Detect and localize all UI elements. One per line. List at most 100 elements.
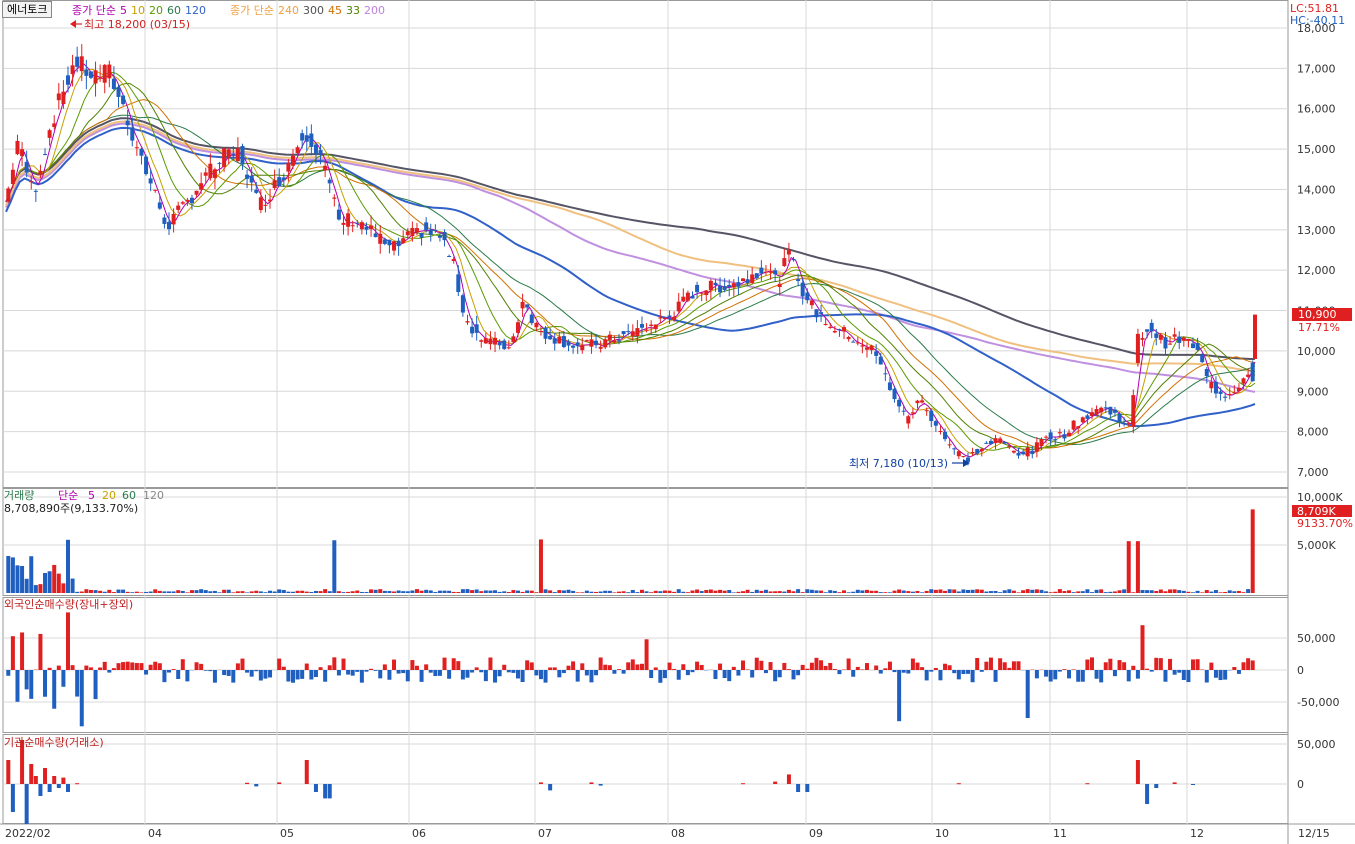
candle-body	[832, 331, 837, 333]
candle-body	[1044, 436, 1049, 438]
foreign-net-bar	[1246, 658, 1251, 670]
candle-body	[309, 133, 314, 147]
foreign-net-bar	[382, 664, 387, 670]
volume-bar	[984, 591, 989, 593]
candle-body	[575, 342, 580, 347]
volume-bar	[479, 591, 484, 593]
foreign-net-bar	[1168, 658, 1173, 670]
candle-body	[1145, 329, 1150, 332]
foreign-net-bar	[809, 662, 814, 670]
volume-bar	[580, 592, 585, 593]
candle-body	[745, 279, 750, 284]
volume-bar	[497, 591, 502, 593]
volume-bar	[1030, 589, 1035, 593]
volume-bar	[1154, 590, 1159, 593]
foreign-net-bar	[61, 670, 66, 687]
foreign-net-bar	[1122, 662, 1127, 670]
candle-body	[1149, 322, 1154, 332]
foreign-net-bar	[1108, 658, 1113, 670]
ma-45-line	[5, 99, 1256, 449]
volume-bar	[268, 590, 273, 593]
volume-bar	[277, 589, 282, 593]
volume-legend-p120: 120	[143, 489, 164, 502]
foreign-net-bar	[938, 670, 943, 681]
volume-bar	[1163, 591, 1168, 593]
candle-body	[1103, 407, 1108, 409]
volume-bar	[6, 556, 11, 593]
foreign-net-bar	[662, 670, 667, 679]
price-tick-label: 18,000	[1297, 22, 1336, 35]
volume-bar	[943, 590, 948, 593]
foreign-net-bar	[88, 667, 93, 670]
stock-name-button[interactable]: 에너토크	[2, 1, 53, 18]
foreign-net-bar	[630, 659, 635, 670]
volume-current-label: 8,709K	[1297, 505, 1336, 518]
foreign-net-bar	[1154, 657, 1159, 670]
volume-bar	[199, 589, 204, 593]
volume-bar	[823, 592, 828, 593]
foreign-net-bar	[203, 670, 208, 671]
candle-body	[1007, 446, 1012, 448]
foreign-tick-label: 50,000	[1297, 632, 1336, 645]
candle-body	[759, 267, 764, 274]
volume-bar	[258, 591, 263, 593]
volume-bar	[254, 590, 259, 593]
foreign-net-bar	[442, 657, 447, 670]
ma-20-line	[5, 71, 1256, 451]
volume-bar	[1025, 589, 1030, 593]
candle-body	[1195, 343, 1200, 350]
foreign-net-bar	[378, 670, 383, 679]
foreign-net-bar	[676, 670, 681, 680]
candle-body	[43, 154, 48, 156]
candle-body	[29, 181, 34, 183]
institution-net-bar	[589, 782, 594, 784]
volume-bar	[571, 590, 576, 593]
candle-body	[626, 331, 631, 333]
foreign-net-bar	[635, 664, 640, 670]
candle-body	[984, 442, 989, 444]
candle-body	[392, 241, 397, 251]
foreign-net-bar	[883, 668, 888, 670]
volume-legend-sublabel: 단순	[58, 489, 78, 502]
candle-body	[938, 430, 943, 432]
foreign-net-bar	[258, 670, 263, 681]
volume-bar	[897, 589, 902, 593]
foreign-net-bar	[1112, 670, 1117, 677]
volume-bar	[226, 589, 231, 593]
panel-frame-3	[2, 734, 1289, 824]
volume-bar	[1011, 590, 1016, 593]
candle-body	[378, 233, 383, 244]
volume-bar	[272, 591, 277, 593]
foreign-net-bar	[373, 670, 378, 671]
foreign-net-bar	[892, 670, 897, 673]
foreign-net-bar	[1241, 662, 1246, 670]
volume-bar	[575, 592, 580, 593]
volume-bar	[722, 590, 727, 593]
volume-bar	[180, 590, 185, 593]
candle-body	[263, 204, 268, 206]
candle-body	[511, 336, 516, 343]
candle-body	[1025, 447, 1030, 457]
foreign-net-bar	[653, 667, 658, 670]
ma60-legend: 60	[166, 4, 181, 17]
candle-body	[874, 351, 879, 356]
foreign-net-bar	[1044, 670, 1049, 677]
foreign-net-bar	[341, 658, 346, 670]
foreign-net-bar	[575, 670, 580, 682]
foreign-net-bar	[286, 670, 291, 682]
volume-bar	[309, 591, 314, 593]
foreign-net-bar	[534, 670, 539, 676]
volume-bar	[341, 592, 346, 593]
foreign-net-bar	[249, 670, 254, 677]
volume-bar	[552, 592, 557, 593]
foreign-net-bar	[1067, 670, 1072, 679]
volume-bar	[148, 591, 153, 593]
volume-bar	[874, 590, 879, 593]
volume-bar	[796, 589, 801, 593]
volume-bar	[1048, 592, 1053, 593]
foreign-panel-title: 외국인순매수량(장내+장외)	[4, 598, 133, 611]
foreign-net-bar	[947, 665, 952, 670]
foreign-net-bar	[924, 670, 929, 681]
